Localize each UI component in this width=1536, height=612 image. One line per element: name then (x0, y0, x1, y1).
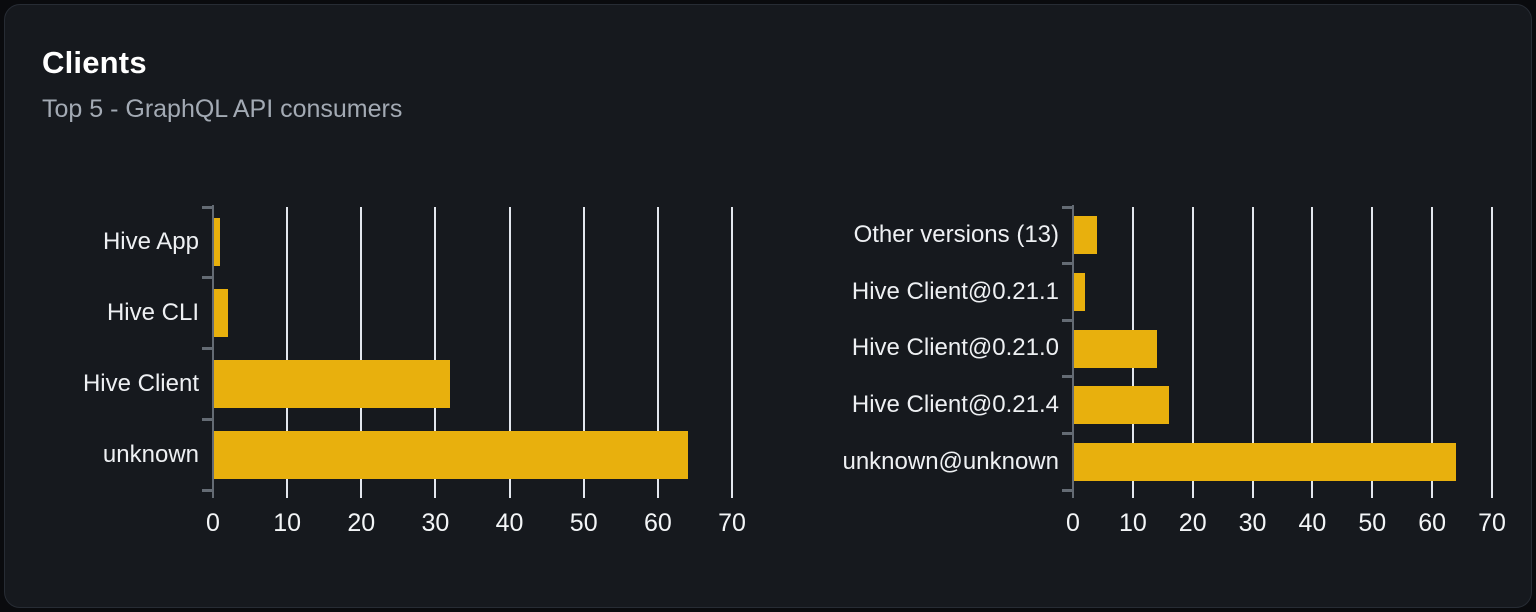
x-axis-labels: 0 10 20 30 40 50 60 70 (206, 508, 746, 540)
y-axis-tick (1062, 262, 1073, 266)
gridline (656, 207, 659, 498)
gridline (731, 207, 733, 498)
bar-hive-client[interactable] (213, 359, 451, 408)
category-labels: Other versions (13) Hive Client@0.21.1 Hiv… (830, 207, 1073, 490)
gridline (1371, 207, 1374, 498)
x-tick-label: 70 (718, 509, 746, 537)
x-tick-label: 70 (1478, 509, 1506, 537)
gridline (286, 207, 289, 498)
category-label: unknown@unknown (842, 447, 1059, 475)
y-axis-tick (1062, 318, 1073, 322)
x-tick-label: 10 (273, 509, 302, 537)
x-tick-label: 40 (495, 509, 524, 537)
gridline (582, 207, 585, 498)
x-tick-label: 20 (347, 509, 376, 537)
bar-hive-client-0-21-4[interactable] (1073, 386, 1169, 425)
plot-area (202, 205, 733, 498)
gridline (1431, 207, 1434, 498)
x-axis-labels: 0 10 20 30 40 50 60 70 (1066, 508, 1506, 540)
gridline (360, 207, 363, 498)
x-tick-label: 10 (1118, 509, 1147, 537)
x-tick-label: 0 (1066, 509, 1080, 537)
bar-hive-client-0-21-1[interactable] (1073, 272, 1085, 311)
bar-hive-client-0-21-0[interactable] (1073, 329, 1157, 368)
y-axis-tick (1062, 431, 1073, 435)
gridline (1311, 207, 1314, 498)
panel-title: Clients (42, 45, 147, 80)
y-axis-tick (1062, 205, 1073, 209)
x-tick-label: 60 (1418, 509, 1447, 537)
category-label: Hive CLI (106, 299, 199, 327)
gridline (508, 207, 511, 498)
y-axis-tick (202, 205, 213, 209)
bar-unknown-unknown[interactable] (1073, 442, 1457, 481)
category-label: Hive Client@0.21.1 (851, 277, 1059, 305)
gridline (1191, 207, 1194, 498)
x-tick-label: 30 (1238, 509, 1267, 537)
y-axis-tick (1062, 488, 1073, 492)
category-labels: Hive App Hive CLI Hive Client unknown (30, 207, 213, 490)
y-axis-line (212, 205, 214, 498)
y-axis-tick (202, 417, 213, 421)
x-tick-label: 0 (206, 509, 220, 537)
y-axis-tick (202, 347, 213, 350)
category-label: Hive App (102, 228, 199, 256)
y-axis-tick (202, 276, 213, 280)
x-tick-label: 30 (421, 509, 450, 537)
y-axis-line (1072, 205, 1074, 498)
x-tick-label: 40 (1298, 509, 1327, 537)
bar-hive-cli[interactable] (213, 289, 228, 338)
category-label: Hive Client@0.21.0 (851, 334, 1059, 362)
x-tick-label: 50 (569, 509, 598, 537)
y-axis-tick (202, 488, 213, 492)
gridline (1251, 207, 1254, 498)
plot-area (1062, 205, 1493, 498)
category-label: Hive Client@0.21.4 (851, 391, 1059, 419)
panel-subtitle: Top 5 - GraphQL API consumers (42, 95, 403, 123)
x-tick-label: 20 (1178, 509, 1207, 537)
gridline (434, 207, 437, 498)
bar-hive-app[interactable] (213, 218, 221, 267)
bar-unknown[interactable] (213, 430, 688, 479)
category-label: Hive Client (82, 369, 199, 397)
bar-other-versions-13[interactable] (1073, 216, 1097, 255)
category-label: unknown (102, 440, 199, 468)
x-tick-label: 50 (1358, 509, 1387, 537)
clients-card (4, 4, 1532, 608)
y-axis-tick (1062, 375, 1073, 379)
category-label: Other versions (13) (853, 221, 1059, 249)
x-tick-label: 60 (643, 509, 672, 537)
gridline (1491, 207, 1493, 498)
